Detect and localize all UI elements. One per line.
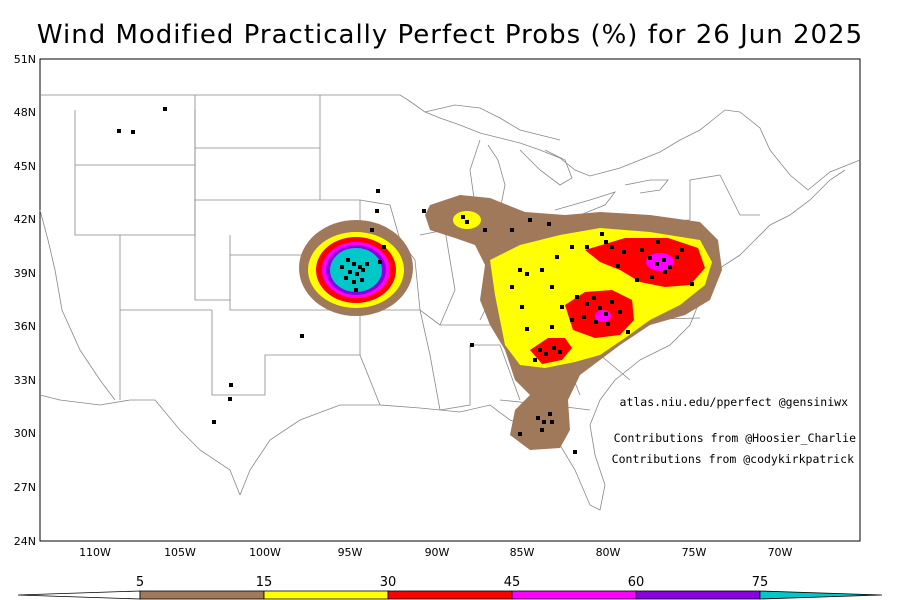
lat-tick-label: 39N <box>14 267 36 280</box>
lat-axis: 51N 48N 45N 42N 39N 36N 33N 30N 27N 24N <box>14 53 36 548</box>
credit-site: atlas.niu.edu/pperfect @gensiniwx <box>620 395 849 409</box>
prob-contours-plains <box>299 220 413 316</box>
lon-tick-label: 105W <box>164 546 196 559</box>
lon-tick-label: 95W <box>338 546 363 559</box>
colorbar-label: 60 <box>628 575 645 590</box>
lat-tick-label: 27N <box>14 481 36 494</box>
boundaries <box>39 94 861 511</box>
colorbar-label: 30 <box>380 575 397 590</box>
lat-tick-label: 36N <box>14 320 36 333</box>
lon-tick-label: 100W <box>249 546 281 559</box>
lat-tick-label: 42N <box>14 213 36 226</box>
lon-axis: 110W 105W 100W 95W 90W 85W 80W 75W 70W <box>79 546 792 559</box>
credits: atlas.niu.edu/pperfect @gensiniwx Contri… <box>612 395 856 466</box>
map-title: Wind Modified Practically Perfect Probs … <box>36 20 864 50</box>
lon-tick-label: 90W <box>425 546 450 559</box>
storm-reports <box>117 107 694 454</box>
lat-tick-label: 48N <box>14 106 36 119</box>
lon-tick-label: 70W <box>768 546 793 559</box>
colorbar-label: 75 <box>752 575 769 590</box>
colorbar-label: 5 <box>136 575 144 590</box>
credit-contrib-2: Contributions from @codykirkpatrick <box>612 452 854 466</box>
map-frame <box>39 58 861 542</box>
lon-tick-label: 80W <box>596 546 621 559</box>
prob-contours-east <box>425 195 722 450</box>
lon-tick-label: 85W <box>510 546 535 559</box>
lat-tick-label: 51N <box>14 53 36 66</box>
colorbar-label: 15 <box>256 575 273 590</box>
lat-tick-label: 30N <box>14 427 36 440</box>
credit-contrib-1: Contributions from @Hoosier_Charlie <box>614 431 856 445</box>
colorbar-label: 45 <box>504 575 521 590</box>
lon-tick-label: 75W <box>682 546 707 559</box>
lat-tick-label: 33N <box>14 374 36 387</box>
lon-tick-label: 110W <box>79 546 111 559</box>
colorbar: 5 15 30 45 60 75 <box>17 575 883 600</box>
lat-tick-label: 45N <box>14 160 36 173</box>
lat-tick-label: 24N <box>14 535 36 548</box>
